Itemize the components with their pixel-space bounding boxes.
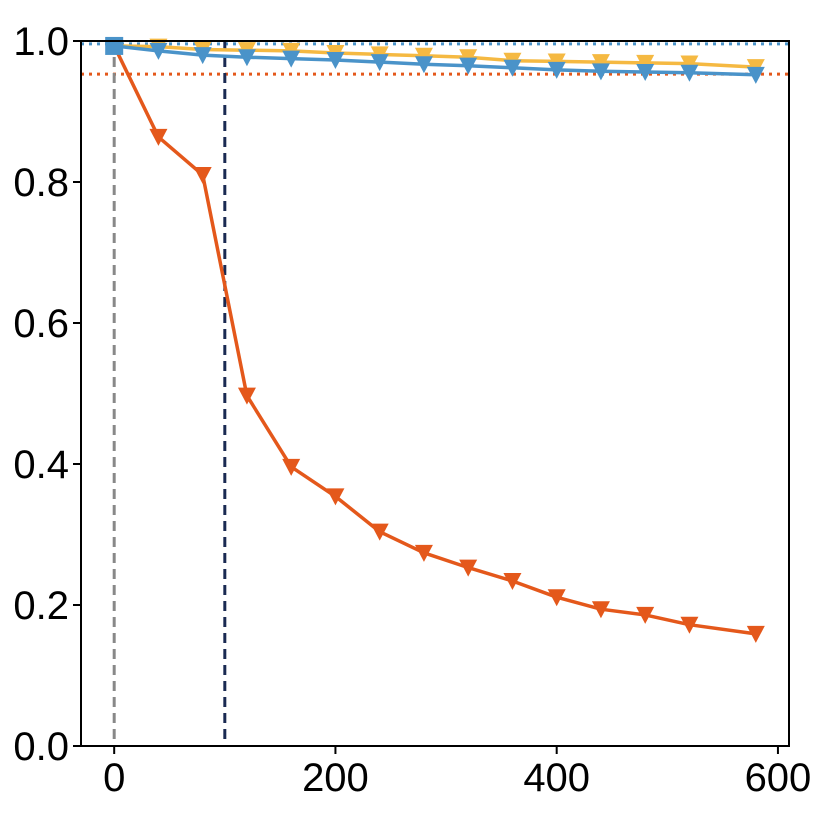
data-point bbox=[149, 42, 168, 60]
data-point bbox=[680, 64, 699, 82]
data-point bbox=[547, 589, 566, 607]
axes: 0 200 400 600 0.0 0.2 0.4 0.6 0.8 1.0 bbox=[13, 20, 811, 800]
plot-frame bbox=[80, 40, 790, 747]
x-tick-label: 0 bbox=[103, 756, 125, 800]
reference-lines bbox=[81, 41, 789, 746]
data-point bbox=[636, 606, 655, 624]
data-point bbox=[370, 523, 389, 541]
data-point bbox=[326, 52, 345, 70]
data-point bbox=[746, 625, 765, 643]
x-tick-label: 600 bbox=[745, 756, 812, 800]
data-point bbox=[503, 59, 522, 77]
series-2 bbox=[112, 45, 765, 643]
data-point bbox=[459, 57, 478, 75]
data-point bbox=[547, 61, 566, 79]
data-point bbox=[237, 387, 256, 405]
data-point bbox=[636, 54, 655, 72]
data-point bbox=[636, 64, 655, 82]
x-tick-label: 400 bbox=[523, 756, 590, 800]
series-line-2 bbox=[112, 45, 757, 636]
data-point bbox=[149, 128, 168, 146]
data-point bbox=[237, 49, 256, 67]
data-point bbox=[414, 544, 433, 562]
y-tick-label: 0.8 bbox=[13, 161, 69, 205]
data-point bbox=[503, 573, 522, 591]
data-point bbox=[591, 54, 610, 72]
data-point bbox=[282, 50, 301, 68]
data-point bbox=[193, 166, 212, 184]
data-point bbox=[414, 56, 433, 74]
y-tick-label: 0.6 bbox=[13, 302, 69, 346]
series-1 bbox=[114, 42, 765, 84]
data-point bbox=[370, 54, 389, 72]
data-point bbox=[282, 458, 301, 476]
y-tick-label: 0.0 bbox=[13, 725, 69, 769]
data-point bbox=[193, 47, 212, 65]
series-layer bbox=[105, 36, 765, 643]
data-point bbox=[591, 63, 610, 81]
data-point bbox=[746, 66, 765, 84]
data-point bbox=[326, 488, 345, 506]
data-point bbox=[459, 559, 478, 577]
data-point bbox=[680, 55, 699, 73]
y-tick-label: 1.0 bbox=[13, 20, 69, 64]
x-tick-label: 200 bbox=[302, 756, 369, 800]
data-point bbox=[591, 601, 610, 619]
start-marker bbox=[105, 36, 124, 55]
y-tick-label: 0.2 bbox=[13, 584, 69, 628]
data-point bbox=[680, 616, 699, 634]
y-tick-label: 0.4 bbox=[13, 443, 69, 487]
